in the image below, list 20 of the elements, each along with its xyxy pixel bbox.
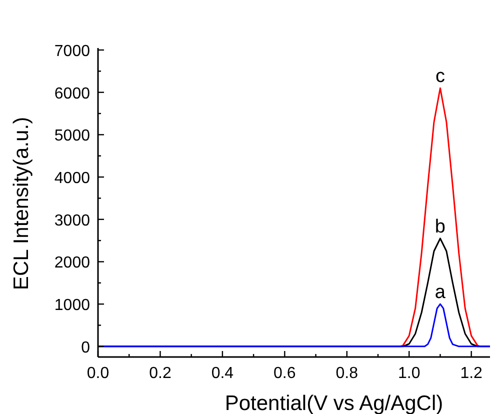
y-tick-label: 1000 <box>54 297 90 314</box>
x-tick-label: 0.2 <box>149 365 172 382</box>
x-tick-label: 0.4 <box>211 365 234 382</box>
x-tick-label: 0.6 <box>274 365 296 382</box>
y-tick-label: 3000 <box>54 212 90 230</box>
series-label: a <box>434 282 446 304</box>
y-tick-label: 7000 <box>54 43 90 60</box>
y-axis-title: ECL Intensity(a.u.) <box>10 116 33 290</box>
x-tick-label: 1.2 <box>460 365 483 382</box>
x-tick-label: 0.8 <box>336 365 358 382</box>
y-tick-label: 4000 <box>54 170 90 188</box>
y-tick-label: 6000 <box>54 85 90 102</box>
y-tick-label: 5000 <box>54 128 90 145</box>
x-axis-title: Potential(V vs Ag/AgCl) <box>224 392 444 414</box>
y-tick-label: 2000 <box>54 254 90 272</box>
series-label: b <box>434 216 446 238</box>
x-tick-label: 0.0 <box>86 365 110 382</box>
y-tick-label: 0 <box>81 339 90 356</box>
x-tick-label: 1.0 <box>398 365 420 382</box>
series-label: c <box>435 66 445 88</box>
